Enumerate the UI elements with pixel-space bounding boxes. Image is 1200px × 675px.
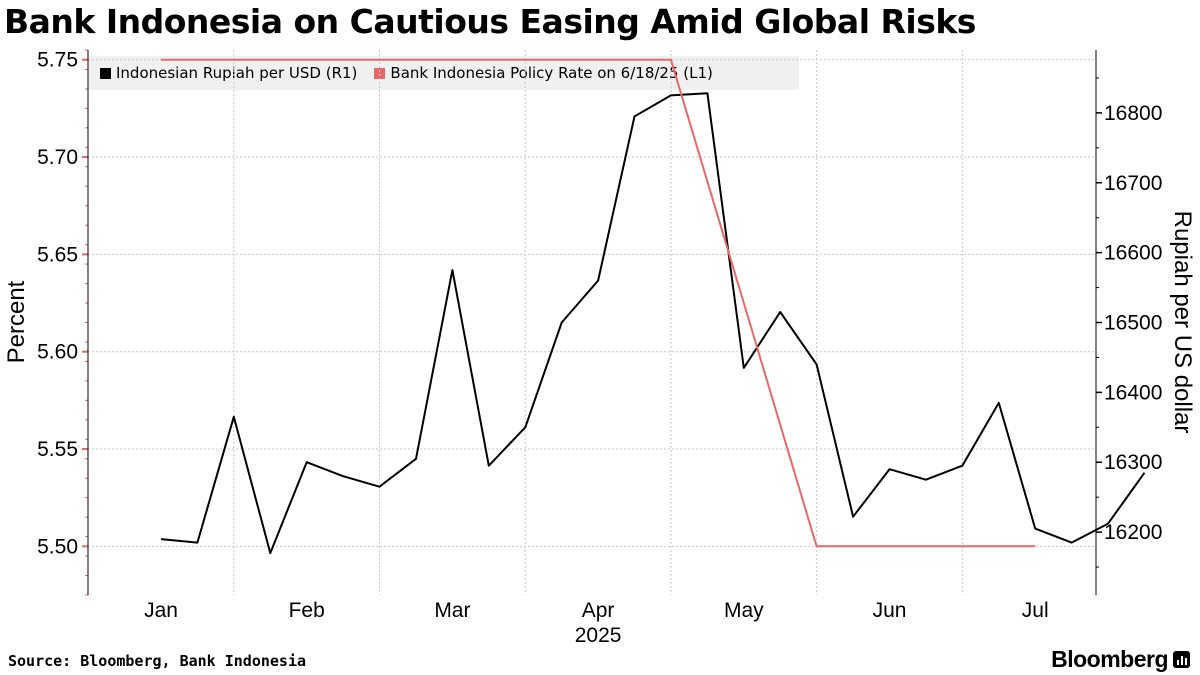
x-tick-label: May [724,599,764,622]
source-note: Source: Bloomberg, Bank Indonesia [8,652,307,670]
right-tick-label: 16300 [1104,451,1162,474]
left-axis-title: Percent [3,280,30,363]
x-year-label: 2025 [575,624,622,647]
left-tick-label: 5.75 [37,49,78,72]
right-tick-label: 16400 [1104,381,1162,404]
rupiah-line [160,92,1109,555]
right-axis-title: Rupiah per US dollar [1169,211,1196,434]
x-tick-label: Mar [434,599,470,622]
policy-rate-line [161,58,1036,548]
brand-name: Bloomberg [1051,646,1168,672]
x-tick-label: Apr [582,599,615,622]
x-tick-label: Jan [144,599,178,622]
legend-swatch-rupiah [100,67,111,79]
right-tick-label: 16700 [1104,172,1162,195]
right-tick-label: 16200 [1104,521,1162,544]
left-tick-label: 5.65 [37,243,78,266]
left-tick-label: 5.50 [37,535,78,558]
legend-item-rupiah: Indonesian Rupiah per USD (R1) [100,64,357,82]
x-tick-label: Jun [873,599,907,622]
legend-item-policy-rate: Bank Indonesia Policy Rate on 6/18/25 (L… [374,64,713,82]
x-tick-label: Jul [1022,599,1049,622]
legend-swatch-policy-rate [374,67,386,79]
left-tick-label: 5.55 [37,438,78,461]
bar-chart-icon [1173,651,1190,668]
right-tick-label: 16800 [1104,102,1162,125]
legend-label-policy-rate: Bank Indonesia Policy Rate on 6/18/25 (L… [390,64,713,82]
left-tick-label: 5.60 [37,341,78,364]
legend-label-rupiah: Indonesian Rupiah per USD (R1) [116,64,358,82]
right-tick-label: 16500 [1104,312,1162,335]
right-tick-label: 16600 [1104,242,1162,265]
chart-title: Bank Indonesia on Cautious Easing Amid G… [4,2,976,41]
left-tick-label: 5.70 [37,146,78,169]
x-tick-label: Feb [289,599,325,622]
rupiah-line [1107,472,1146,525]
brand-logo: Bloomberg [1051,646,1190,673]
legend: Indonesian Rupiah per USD (R1) Bank Indo… [89,56,799,90]
